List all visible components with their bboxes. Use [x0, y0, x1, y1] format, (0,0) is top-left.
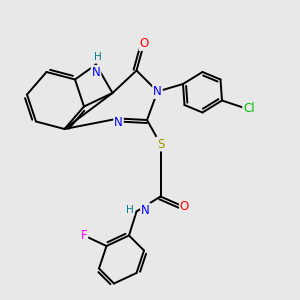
Text: N: N — [141, 203, 150, 217]
Text: S: S — [157, 137, 164, 151]
Text: O: O — [180, 200, 189, 214]
Text: N: N — [92, 66, 100, 79]
Text: Cl: Cl — [243, 101, 255, 115]
Text: N: N — [114, 116, 123, 129]
Text: H: H — [126, 205, 134, 215]
Text: O: O — [140, 37, 148, 50]
Text: F: F — [81, 229, 87, 242]
Text: H: H — [94, 52, 101, 61]
Text: N: N — [153, 85, 162, 98]
